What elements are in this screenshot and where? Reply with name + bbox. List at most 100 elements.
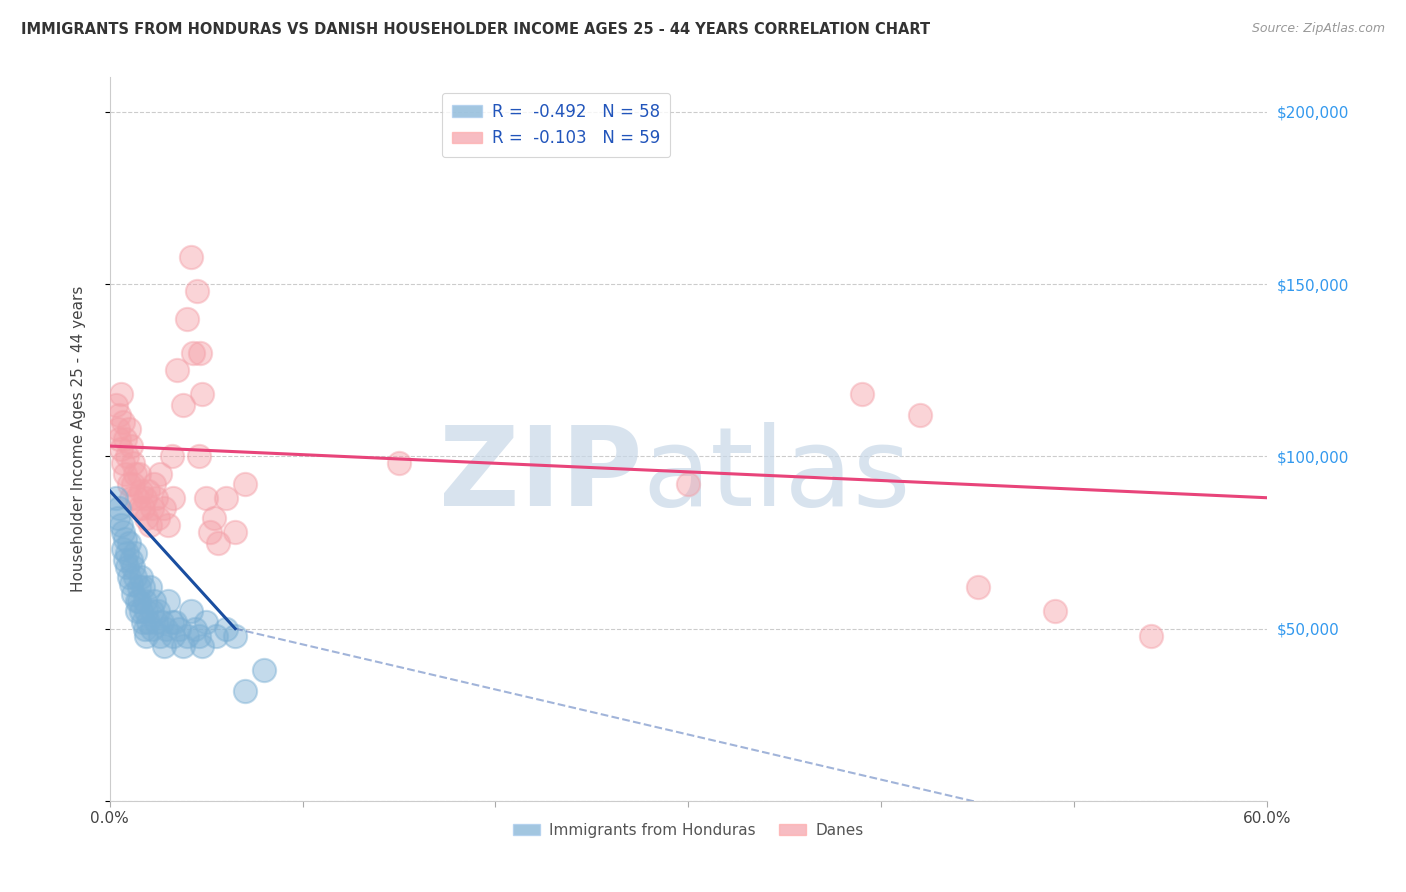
Point: [180, 604, 202, 618]
Point: [162, 491, 184, 505]
Point: [131, 580, 153, 594]
Text: ZIP: ZIP: [439, 422, 643, 529]
Point: [128, 467, 150, 481]
Point: [678, 477, 700, 491]
Point: [120, 439, 142, 453]
Point: [145, 491, 167, 505]
Point: [143, 594, 166, 608]
Point: [143, 477, 166, 491]
Point: [141, 622, 163, 636]
Text: IMMIGRANTS FROM HONDURAS VS DANISH HOUSEHOLDER INCOME AGES 25 - 44 YEARS CORRELA: IMMIGRANTS FROM HONDURAS VS DANISH HOUSE…: [21, 22, 931, 37]
Point: [146, 604, 169, 618]
Y-axis label: Householder Income Ages 25 - 44 years: Householder Income Ages 25 - 44 years: [72, 286, 86, 592]
Point: [187, 450, 209, 464]
Point: [122, 477, 145, 491]
Point: [141, 501, 163, 516]
Point: [172, 639, 194, 653]
Point: [214, 622, 236, 636]
Point: [108, 432, 131, 446]
Point: [110, 518, 132, 533]
Point: [224, 525, 246, 540]
Point: [131, 501, 153, 516]
Point: [124, 570, 146, 584]
Point: [214, 491, 236, 505]
Point: [207, 535, 229, 549]
Point: [107, 422, 129, 436]
Point: [198, 525, 221, 540]
Point: [172, 398, 194, 412]
Point: [205, 628, 228, 642]
Point: [191, 639, 214, 653]
Point: [112, 415, 135, 429]
Point: [160, 615, 183, 629]
Point: [180, 250, 202, 264]
Point: [195, 491, 218, 505]
Point: [908, 408, 931, 422]
Point: [107, 511, 129, 525]
Point: [233, 683, 256, 698]
Point: [224, 628, 246, 642]
Point: [191, 387, 214, 401]
Point: [120, 553, 142, 567]
Point: [145, 615, 167, 629]
Point: [202, 511, 225, 525]
Point: [122, 456, 145, 470]
Point: [187, 628, 209, 642]
Point: [114, 553, 136, 567]
Point: [125, 491, 148, 505]
Point: [114, 532, 136, 546]
Point: [104, 398, 127, 412]
Point: [124, 467, 146, 481]
Point: [233, 477, 256, 491]
Point: [125, 604, 148, 618]
Point: [153, 639, 176, 653]
Point: [115, 546, 138, 560]
Point: [114, 467, 136, 481]
Point: [388, 456, 411, 470]
Point: [120, 577, 142, 591]
Point: [129, 483, 152, 498]
Point: [149, 628, 172, 642]
Point: [122, 559, 145, 574]
Point: [118, 477, 141, 491]
Point: [141, 604, 163, 618]
Point: [150, 615, 173, 629]
Point: [112, 542, 135, 557]
Point: [120, 491, 142, 505]
Point: [112, 456, 135, 470]
Point: [128, 501, 150, 516]
Point: [134, 594, 156, 608]
Point: [115, 559, 138, 574]
Point: [110, 387, 132, 401]
Point: [156, 518, 179, 533]
Point: [139, 518, 162, 533]
Point: [162, 628, 184, 642]
Point: [181, 346, 204, 360]
Point: [135, 604, 157, 618]
Point: [146, 511, 169, 525]
Point: [190, 346, 212, 360]
Point: [128, 580, 150, 594]
Point: [114, 432, 136, 446]
Point: [186, 284, 208, 298]
Legend: Immigrants from Honduras, Danes: Immigrants from Honduras, Danes: [506, 817, 870, 844]
Point: [134, 491, 156, 505]
Point: [122, 587, 145, 601]
Point: [138, 615, 160, 629]
Point: [253, 663, 276, 677]
Point: [118, 570, 141, 584]
Point: [115, 450, 138, 464]
Point: [135, 511, 157, 525]
Point: [176, 311, 198, 326]
Point: [112, 525, 135, 540]
Point: [155, 622, 177, 636]
Point: [129, 604, 152, 618]
Point: [1140, 628, 1163, 642]
Text: atlas: atlas: [643, 422, 911, 529]
Point: [156, 594, 179, 608]
Point: [124, 546, 146, 560]
Point: [128, 594, 150, 608]
Point: [176, 628, 198, 642]
Point: [166, 363, 188, 377]
Point: [110, 442, 132, 457]
